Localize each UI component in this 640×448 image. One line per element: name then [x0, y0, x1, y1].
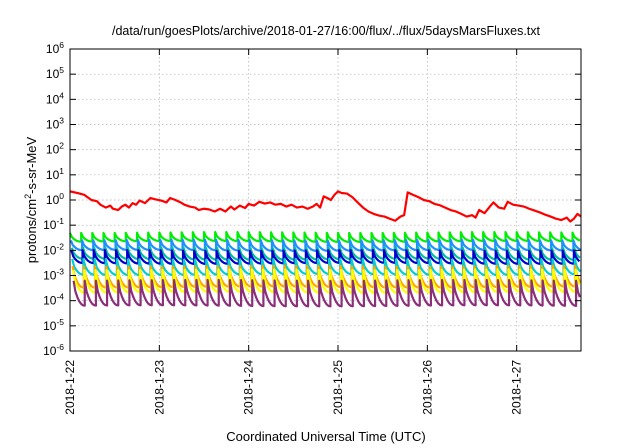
x-axis: 2018-1-22 2018-1-23 2018-1-24 2018-1-25 2018… [63, 49, 524, 415]
series-line-5 [70, 248, 581, 265]
x-tick-label: 2018-1-24 [242, 360, 256, 415]
grid [70, 49, 581, 351]
series-line-7 [71, 264, 582, 289]
y-tick-label: 101 [46, 166, 64, 182]
y-axis-label-sup: 2 [23, 194, 33, 199]
x-tick-label: 2018-1-27 [510, 360, 524, 415]
y-tick-label: 10-1 [43, 216, 64, 232]
x-tick-label: 2018-1-25 [331, 360, 345, 415]
y-axis-label-rest: -s-sr-MeV [24, 136, 39, 193]
y-tick-label: 105 [46, 65, 64, 81]
series-group [68, 190, 582, 308]
series-line-2 [68, 231, 581, 244]
series-line-3 [69, 238, 582, 252]
y-axis-label-base: protons/cm [24, 199, 39, 263]
y-tick-label: 10-2 [43, 241, 64, 257]
y-tick-label: 102 [46, 141, 64, 157]
y-tick-label: 103 [46, 116, 64, 132]
series-line-1 [69, 190, 582, 223]
y-tick-label: 10-4 [43, 292, 64, 308]
chart-title: /data/run/goesPlots/archive/2018-01-27/1… [112, 24, 541, 38]
y-tick-label: 104 [46, 90, 64, 106]
x-tick-label: 2018-1-26 [420, 360, 434, 415]
y-tick-label: 10-5 [43, 317, 64, 333]
y-tick-label: 10-6 [43, 342, 64, 358]
y-tick-label: 10-3 [43, 267, 64, 283]
y-axis: 10-6 10-5 10-4 10-3 10-2 10-1 100 101 102 103 104 1… [43, 40, 581, 358]
series-line-8 [72, 268, 581, 294]
y-tick-label: 106 [46, 40, 64, 56]
y-tick-label: 100 [46, 191, 64, 207]
x-tick-label: 2018-1-23 [152, 360, 166, 415]
y-axis-label: protons/cm2-s-sr-MeV [23, 136, 39, 263]
series-line-9 [72, 278, 581, 308]
x-tick-label: 2018-1-22 [63, 360, 77, 415]
x-axis-label: Coordinated Universal Time (UTC) [226, 429, 425, 444]
